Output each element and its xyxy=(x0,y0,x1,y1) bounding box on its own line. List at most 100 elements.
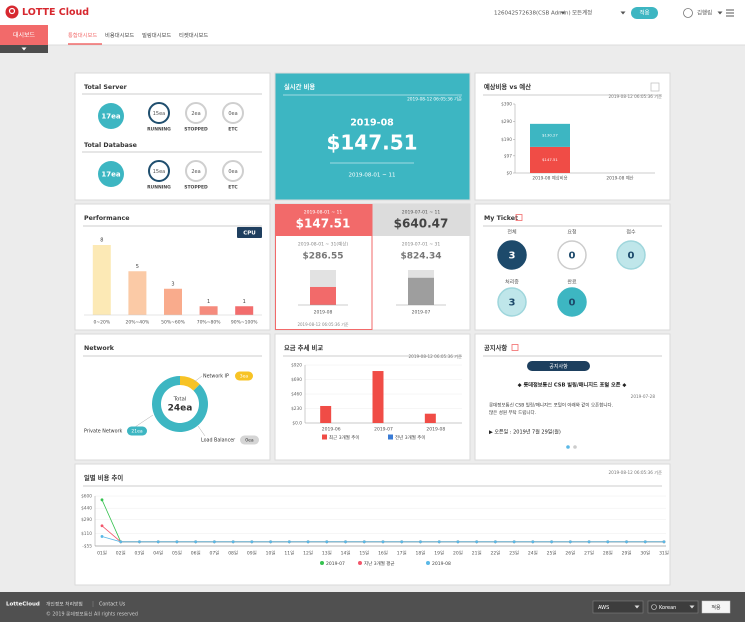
language-select[interactable] xyxy=(647,600,699,614)
point xyxy=(381,540,385,544)
footer-link[interactable]: Contact Us xyxy=(99,602,126,608)
point xyxy=(269,540,272,544)
nav-tab[interactable]: 비용대시보드 xyxy=(105,31,134,39)
y-tick-label: $190 xyxy=(501,137,512,143)
point xyxy=(550,540,553,544)
footer-brand: LotteCloud xyxy=(6,602,40,608)
pager-dot[interactable] xyxy=(573,445,577,449)
footer-apply-label[interactable]: 적용 xyxy=(711,604,721,611)
notice-headline[interactable]: ◆ 롯데정보통신 CSB 빌링/매니지드 포털 오픈 ◆ xyxy=(518,381,627,389)
language-select-label[interactable]: Korean xyxy=(659,605,676,611)
point xyxy=(419,540,422,544)
bar xyxy=(92,245,111,315)
x-tick-label: 2019-08 xyxy=(314,310,333,316)
y-tick-label: $290 xyxy=(81,517,92,523)
point xyxy=(138,540,141,544)
panel-title: Network xyxy=(84,345,115,352)
point xyxy=(437,540,441,544)
timestamp: 2019-08-12 06:05:36 기준 xyxy=(608,93,662,100)
x-tick-label: 19일 xyxy=(434,550,444,557)
x-tick-label: 90%~100% xyxy=(231,320,258,326)
bar xyxy=(424,413,436,423)
ticket-count[interactable]: 0 xyxy=(569,298,576,309)
donut-center-value: 24ea xyxy=(168,404,193,414)
nav-tab[interactable]: 티켓대시보드 xyxy=(179,31,208,39)
bar-segment xyxy=(530,123,570,147)
panel-title: Performance xyxy=(84,215,129,222)
total-count: 17ea xyxy=(101,171,120,179)
ticket-count[interactable]: 0 xyxy=(569,251,576,262)
state-ring xyxy=(185,102,207,124)
cloud-select[interactable] xyxy=(592,600,644,614)
notice-body: 롯데정보통신 CSB 빌링/매니지드 포털이 아래와 같이 오픈합니다. xyxy=(489,402,613,409)
user-name[interactable]: 김행림 xyxy=(697,9,712,17)
bar-current xyxy=(310,286,336,305)
legend-label: Network IP xyxy=(203,374,229,380)
x-tick-label: 07일 xyxy=(209,550,219,557)
nav-home-label[interactable]: 대시보드 xyxy=(13,31,36,39)
state-label: RUNNING xyxy=(147,127,171,133)
scope-select[interactable]: 모든계정 xyxy=(572,9,592,17)
point xyxy=(625,540,628,544)
nav-tab[interactable]: 빌링대시보드 xyxy=(142,31,171,39)
x-tick-label: 2019-07 xyxy=(374,427,393,433)
total-badge xyxy=(98,103,124,129)
apply-label[interactable]: 적용 xyxy=(639,10,649,17)
footer-link[interactable]: 개인정보 처리방침 xyxy=(46,601,83,608)
state-label: STOPPED xyxy=(184,185,208,191)
ticket-circle[interactable] xyxy=(497,240,527,270)
account-select[interactable]: 126042572638(CSB Admin) xyxy=(494,11,571,17)
leader-line xyxy=(197,425,206,437)
panel xyxy=(274,72,471,201)
point xyxy=(568,540,572,544)
bar-current xyxy=(408,277,434,305)
timestamp: 2019-08-12 06:05:36 기준 xyxy=(608,469,662,476)
nav-tab[interactable]: 통합대시보드 xyxy=(68,31,97,39)
legend-swatch xyxy=(322,434,327,440)
point xyxy=(119,540,123,544)
state-label: ETC xyxy=(228,185,238,191)
point xyxy=(456,540,460,544)
ticket-count[interactable]: 3 xyxy=(509,251,516,262)
donut-center-title: Total xyxy=(173,397,187,403)
footer-apply-button[interactable] xyxy=(701,600,731,614)
bar xyxy=(164,288,182,315)
donut-segment xyxy=(180,376,200,391)
bar-segment xyxy=(530,146,570,173)
ticket-circle[interactable] xyxy=(557,287,587,317)
state-count: 0ea xyxy=(228,111,237,117)
state-label: STOPPED xyxy=(184,127,208,133)
x-tick-label: 21일 xyxy=(472,550,482,557)
ticket-circle[interactable] xyxy=(616,240,646,270)
total-badge xyxy=(98,161,124,187)
ticket-circle[interactable] xyxy=(497,287,527,317)
leader-line xyxy=(134,414,154,428)
panel xyxy=(74,333,271,461)
metric-label[interactable]: CPU xyxy=(243,230,256,236)
ticket-circle[interactable] xyxy=(557,240,587,270)
metric-badge[interactable] xyxy=(237,227,262,238)
y-tick-label: $460 xyxy=(291,392,302,398)
x-tick-label: 70%~80% xyxy=(197,320,221,326)
y-tick-label: $600 xyxy=(81,494,92,500)
x-tick-label: 08일 xyxy=(228,550,238,557)
building-icon xyxy=(650,82,660,92)
legend-label: 전년 3개월 추이 xyxy=(395,434,426,441)
nav-home[interactable] xyxy=(0,25,48,45)
cloud-select-label[interactable]: AWS xyxy=(598,605,609,611)
ticket-count[interactable]: 0 xyxy=(628,251,635,262)
y-tick-label: -$55 xyxy=(82,544,92,550)
notice-tab[interactable] xyxy=(527,361,590,371)
notice-tab-label[interactable]: 공지사항 xyxy=(549,363,568,370)
apply-button[interactable] xyxy=(631,7,658,19)
ticket-count[interactable]: 3 xyxy=(509,298,516,309)
state-count: 2ea xyxy=(191,111,200,117)
x-tick-label: 2019-08 예상비용 xyxy=(532,175,567,182)
globe-icon xyxy=(651,604,657,610)
period: 2019-08-01 ~ 11 xyxy=(304,210,343,216)
current-outline xyxy=(275,204,373,330)
state-ring xyxy=(148,160,170,182)
pager-dot[interactable] xyxy=(566,445,570,449)
link-icon xyxy=(511,344,519,351)
copyright: © 2019 롯데정보통신 All rights reserved xyxy=(46,611,138,618)
